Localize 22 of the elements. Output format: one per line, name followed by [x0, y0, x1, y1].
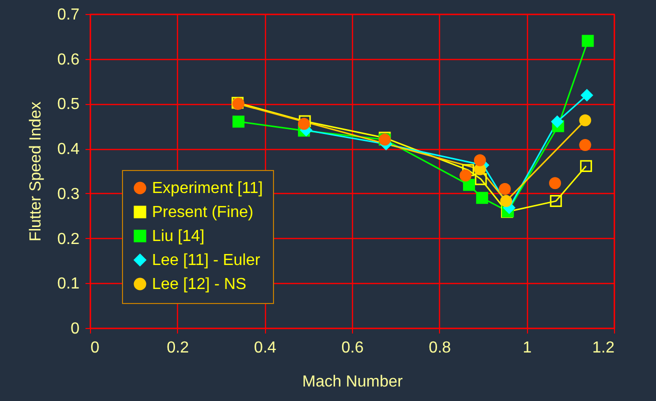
y-tick-label: 0.5 [57, 96, 80, 114]
x-tick-label: 1.2 [592, 340, 615, 356]
legend-label: Liu [14] [152, 228, 204, 245]
x-tick-label: 0.6 [341, 340, 364, 356]
x-axis-title: Mach Number [302, 374, 404, 390]
y-axis-title: Flutter Speed Index [27, 102, 44, 242]
legend-label: Lee [12] - NS [152, 276, 246, 293]
y-tick-label: 0.1 [57, 276, 80, 293]
x-tick-label: 0.2 [166, 340, 190, 356]
y-tick-label: 0.6 [57, 51, 80, 68]
y-tick-label: 0.3 [57, 186, 80, 203]
y-tick-label: 0.7 [57, 6, 80, 24]
legend-label: Experiment [11] [152, 180, 263, 197]
x-tick-label: 0.4 [254, 340, 276, 356]
legend-label: Present (Fine) [152, 204, 254, 221]
x-tick-label: 0.8 [428, 340, 452, 356]
x-tick-label: 0 [90, 340, 100, 356]
y-tick-label: 0.4 [57, 141, 80, 158]
y-tick-label: 0 [70, 320, 80, 338]
legend-label: Lee [11] - Euler [152, 252, 261, 269]
y-tick-label: 0.2 [57, 230, 80, 248]
x-tick-label: 1 [522, 340, 532, 356]
